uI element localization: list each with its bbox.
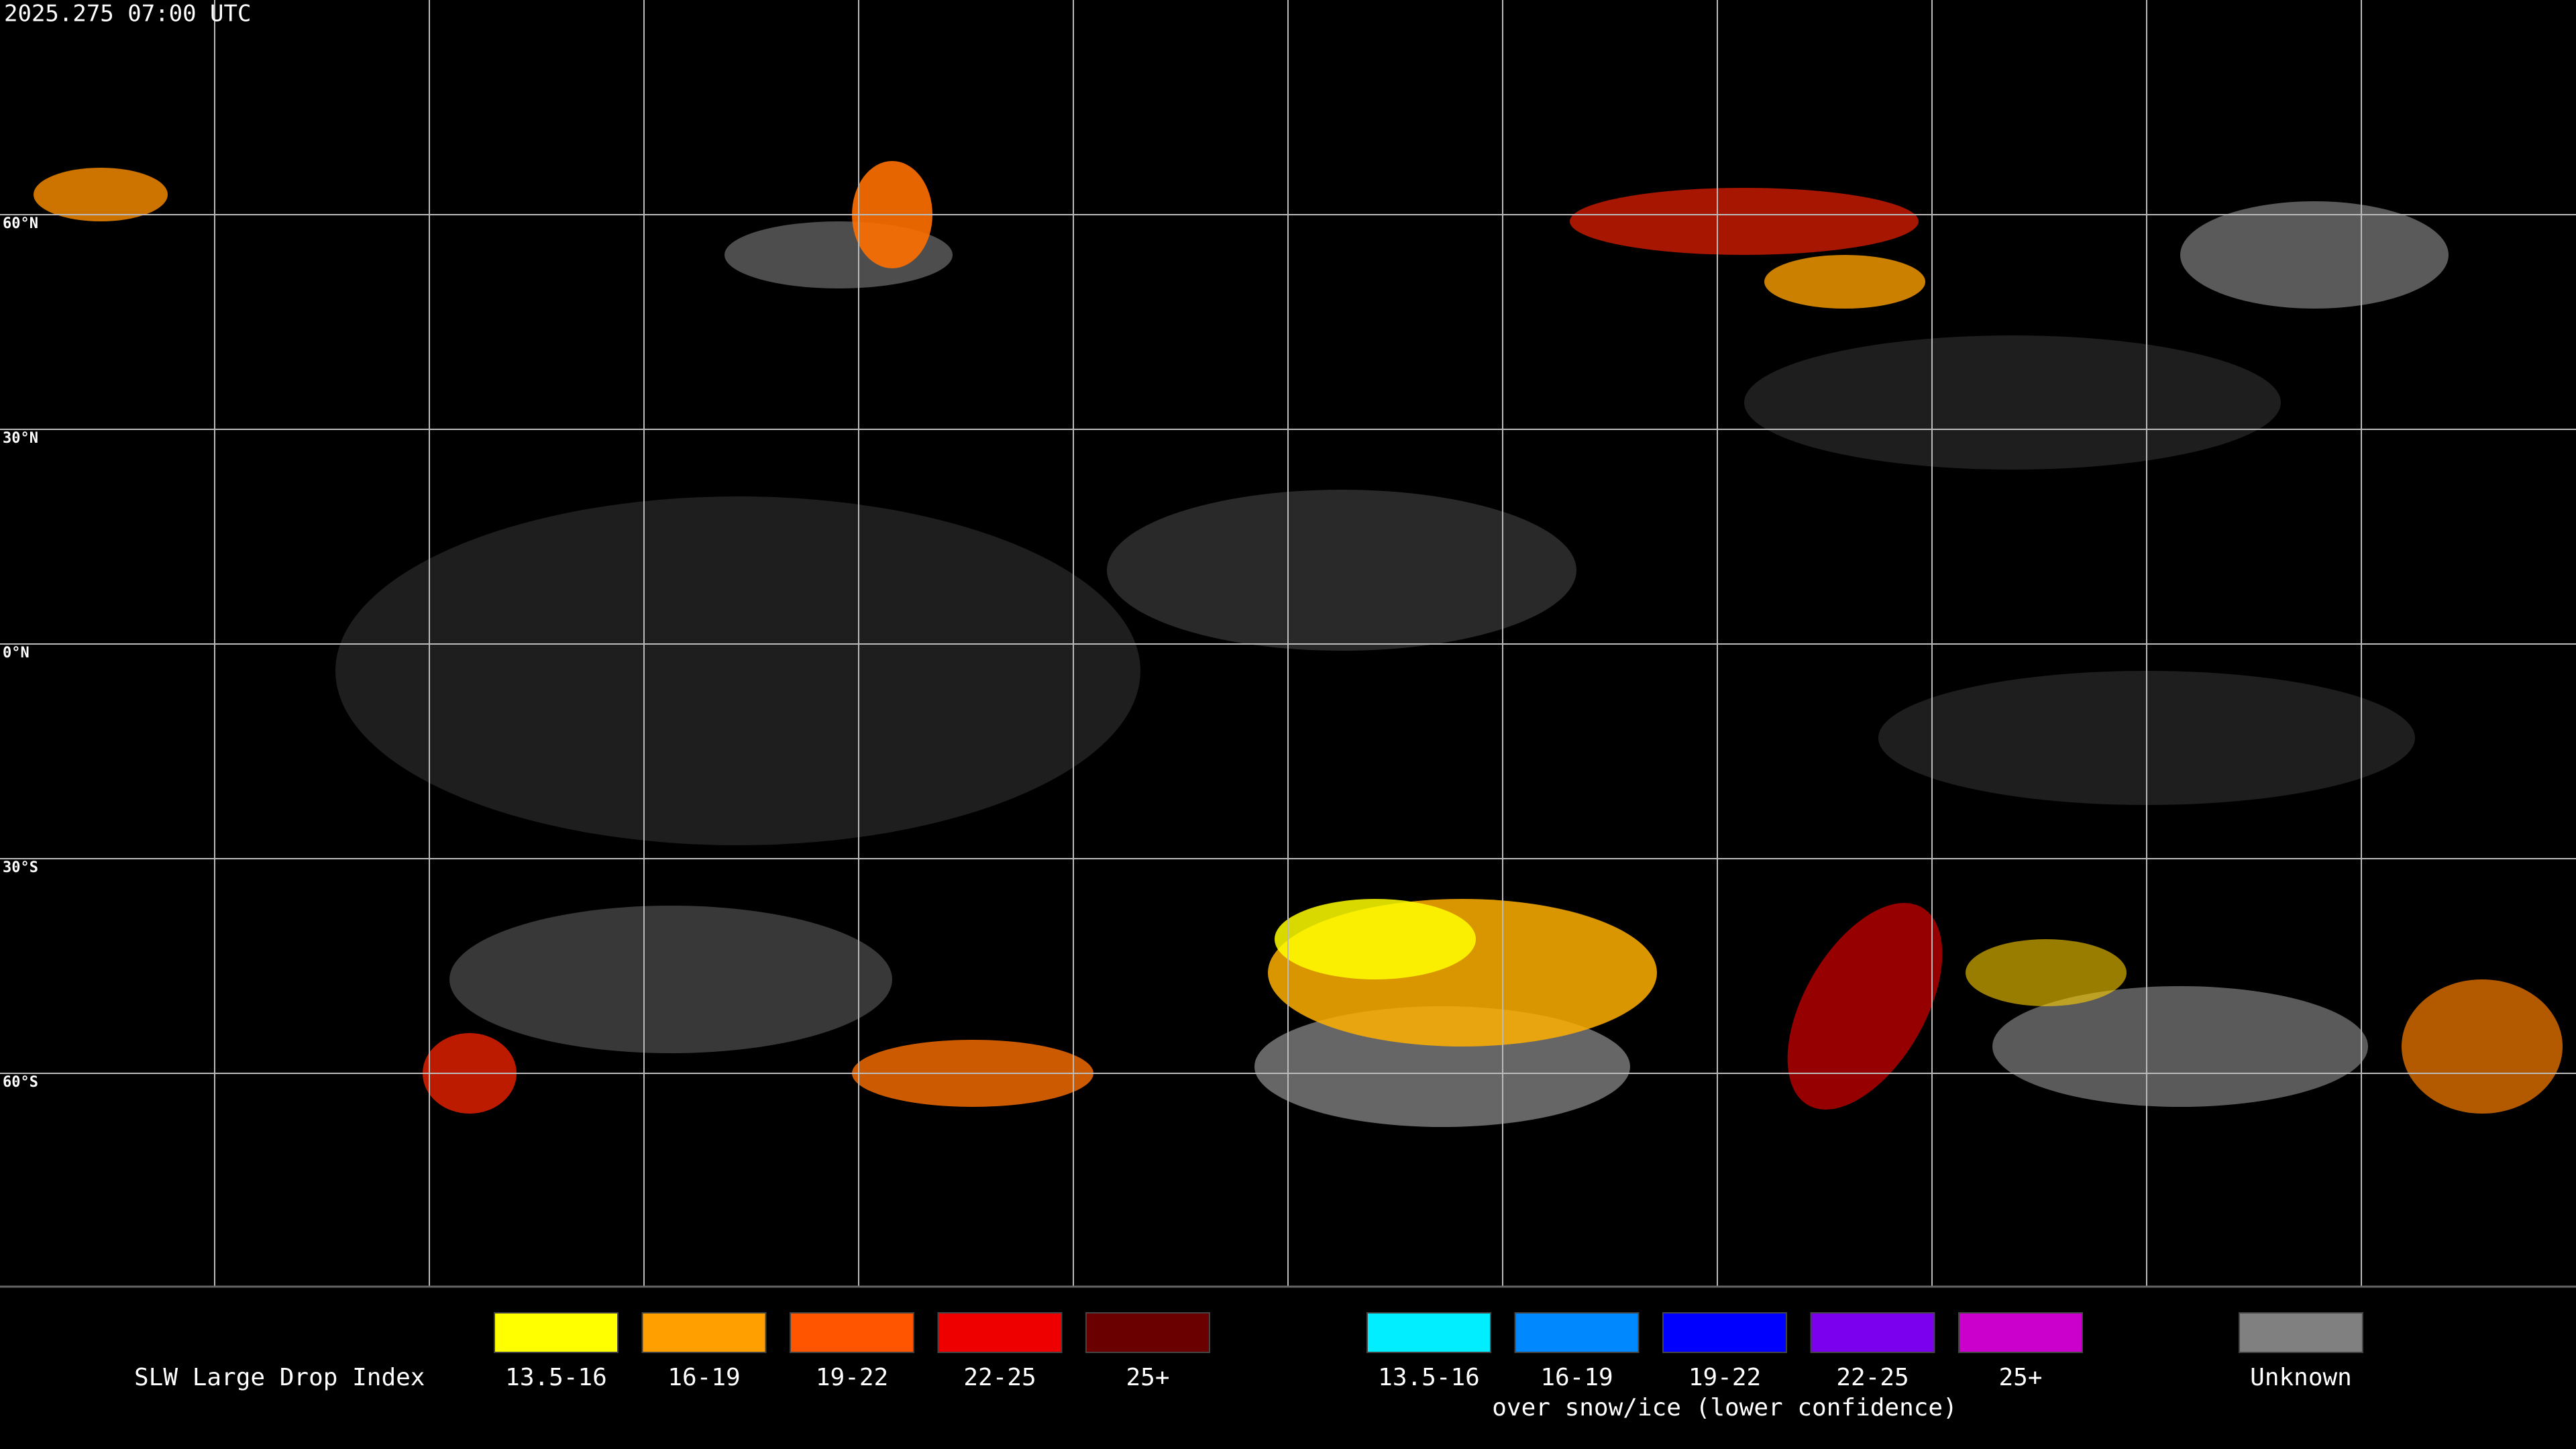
latitude-label: 60°S xyxy=(3,1074,38,1091)
timestamp: 2025.275 07:00 UTC xyxy=(4,1,251,28)
legend-swatch xyxy=(937,1312,1063,1353)
latitude-label: 30°S xyxy=(3,859,38,876)
legend-label: 13.5-16 xyxy=(505,1364,607,1391)
legend-swatch xyxy=(641,1312,767,1353)
latitude-labels: 60°N 30°N 0°N 30°S 60°S xyxy=(3,215,38,1091)
legend-label: 25+ xyxy=(1126,1364,1169,1391)
legend: 13.5-16 16-19 19-22 22-25 25+ 13.5-16 16-19 19-… xyxy=(494,1312,2363,1421)
cloud-patch xyxy=(1107,490,1576,651)
cloud-patch xyxy=(335,496,1140,845)
legend-label: Unknown xyxy=(2250,1364,2352,1391)
legend-label: 22-25 xyxy=(1836,1364,1909,1391)
cloud-field xyxy=(34,161,2563,1127)
legend-swatch xyxy=(1085,1312,1210,1353)
legend-swatch xyxy=(1514,1312,1640,1353)
cloud-patch xyxy=(1744,335,2281,470)
legend-label: 19-22 xyxy=(816,1364,888,1391)
latitude-label: 60°N xyxy=(3,215,38,232)
cloud-patch xyxy=(34,168,168,221)
graticule xyxy=(0,0,2576,1287)
legend-label: 22-25 xyxy=(963,1364,1036,1391)
legend-note: over snow/ice (lower confidence) xyxy=(1492,1394,1957,1421)
cloud-patch xyxy=(1570,188,1919,255)
legend-swatch xyxy=(494,1312,619,1353)
legend-swatch xyxy=(1810,1312,1935,1353)
cloud-patch xyxy=(1787,903,1943,1110)
cloud-patch xyxy=(1764,255,1925,309)
legend-swatch xyxy=(1958,1312,2083,1353)
cloud-patch xyxy=(449,906,892,1053)
legend-label: 19-22 xyxy=(1688,1364,1761,1391)
legend-title: SLW Large Drop Index xyxy=(134,1364,425,1391)
cloud-patch xyxy=(1992,986,2368,1107)
legend-swatch xyxy=(1662,1312,1787,1353)
legend-label: 16-19 xyxy=(667,1364,740,1391)
cloud-patch xyxy=(2402,979,2563,1114)
cloud-patch xyxy=(1275,899,1476,979)
legend-swatch xyxy=(790,1312,914,1353)
legend-label: 13.5-16 xyxy=(1378,1364,1480,1391)
legend-swatch xyxy=(1366,1312,1491,1353)
legend-swatch xyxy=(2239,1312,2363,1353)
latitude-label: 0°N xyxy=(3,645,30,661)
cloud-patch xyxy=(2180,201,2449,309)
legend-label: 16-19 xyxy=(1540,1364,1613,1391)
cloud-patch xyxy=(1966,939,2127,1006)
latitude-label: 30°N xyxy=(3,430,38,447)
legend-label: 25+ xyxy=(1998,1364,2042,1391)
